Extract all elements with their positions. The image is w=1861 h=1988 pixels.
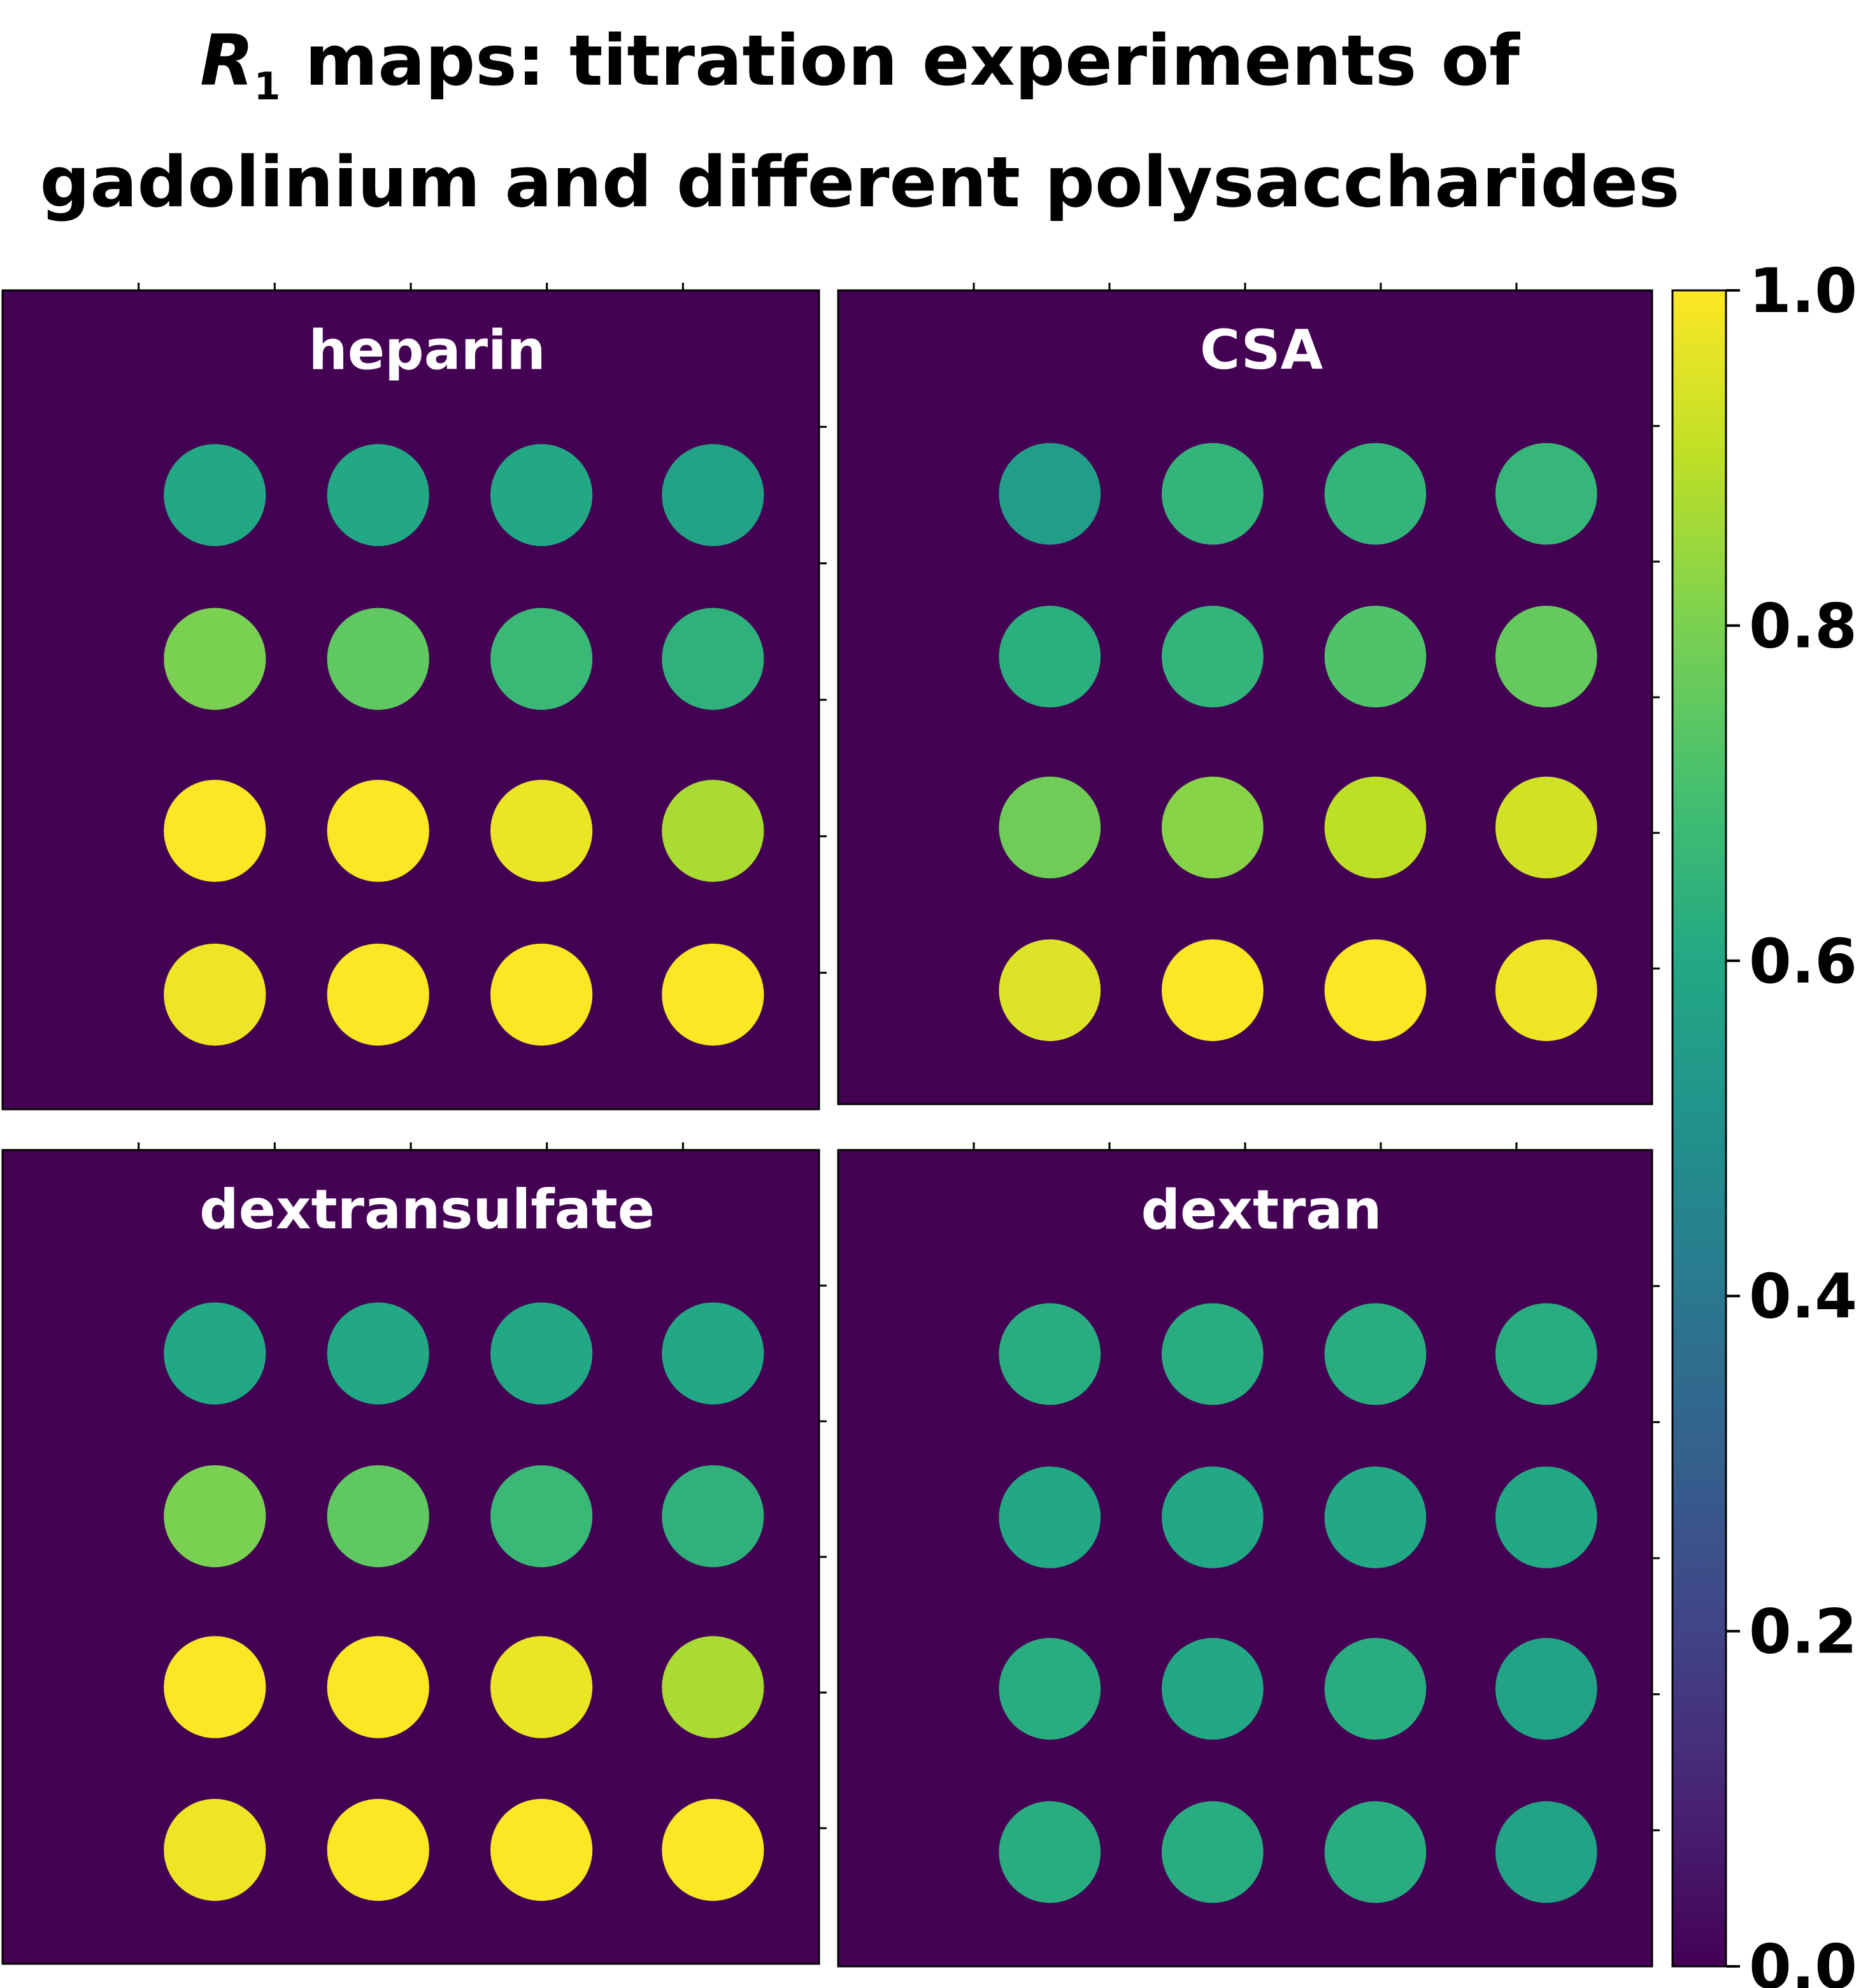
sample-spot — [490, 1302, 593, 1405]
sample-spot — [1324, 939, 1427, 1041]
sample-spot — [999, 939, 1101, 1041]
colorbar-tick-label: 0.6 — [1749, 926, 1857, 997]
sample-spot — [164, 444, 266, 546]
sample-spot — [1495, 1303, 1597, 1405]
sample-spot — [490, 1798, 593, 1901]
panels-layer: heparin CSA dextransulfate dextran — [1, 283, 1660, 1968]
sample-spot — [164, 1798, 266, 1901]
title-line-1-text: maps: titration experiments of — [280, 20, 1520, 101]
sample-spot — [164, 779, 266, 882]
colorbar-tick-label: 0.4 — [1749, 1261, 1857, 1332]
colorbar-tick-label: 0.2 — [1749, 1596, 1857, 1668]
sample-spot — [999, 776, 1101, 879]
sample-spot — [999, 443, 1101, 545]
colorbar-tick-label: 0.0 — [1749, 1931, 1857, 1988]
panel-dextransulfate: dextransulfate — [1, 1142, 827, 1965]
sample-spot — [164, 1465, 266, 1568]
colorbar-tick-label: 0.8 — [1749, 590, 1857, 662]
title-line-2: gadolinium and different polysaccharides — [39, 141, 1680, 223]
sample-spot — [1495, 776, 1597, 879]
panel-label: dextran — [1141, 1178, 1381, 1242]
sample-spot — [164, 943, 266, 1046]
sample-spot — [490, 607, 593, 710]
sample-spot — [1162, 1466, 1264, 1568]
panel-heparin: heparin — [1, 283, 827, 1111]
panel-label: heparin — [309, 319, 546, 383]
sample-spot — [327, 1636, 429, 1738]
sample-spot — [1162, 1303, 1264, 1405]
colorbar-tick-label: 1.0 — [1749, 255, 1857, 327]
title-subscript: 1 — [253, 64, 281, 109]
sample-spot — [490, 1465, 593, 1568]
sample-spot — [490, 444, 593, 546]
sample-spot — [999, 1466, 1101, 1568]
sample-spot — [999, 1303, 1101, 1405]
sample-spot — [327, 1465, 429, 1568]
colorbar: 0.0 0.2 0.4 0.6 0.8 1.0 — [1671, 255, 1857, 1988]
sample-spot — [1324, 776, 1427, 879]
sample-spot — [1162, 776, 1264, 879]
sample-spot — [662, 607, 764, 710]
sample-spot — [490, 779, 593, 882]
panel-csa: CSA — [837, 283, 1660, 1105]
title-symbol: R — [199, 20, 254, 101]
sample-spot — [1495, 1466, 1597, 1568]
sample-spot — [662, 444, 764, 546]
sample-spot — [1324, 606, 1427, 707]
sample-spot — [327, 444, 429, 546]
sample-spot — [1324, 1801, 1427, 1903]
sample-spot — [662, 1798, 764, 1901]
sample-spot — [490, 1636, 593, 1738]
sample-spot — [662, 1302, 764, 1405]
sample-spot — [327, 1798, 429, 1901]
sample-spot — [1324, 1303, 1427, 1405]
sample-spot — [1324, 1466, 1427, 1568]
panel-label: dextransulfate — [199, 1178, 655, 1242]
title-line-1: R1 maps: titration experiments of — [0, 13, 1720, 134]
sample-spot — [327, 607, 429, 710]
sample-spot — [1324, 1638, 1427, 1740]
sample-spot — [1162, 939, 1264, 1041]
panel-dextran: dextran — [837, 1142, 1660, 1968]
sample-spot — [164, 1302, 266, 1405]
sample-spot — [1495, 1801, 1597, 1903]
sample-spot — [999, 606, 1101, 707]
sample-spot — [164, 1636, 266, 1738]
sample-spot — [1162, 443, 1264, 545]
sample-spot — [490, 943, 593, 1046]
sample-spot — [999, 1638, 1101, 1740]
sample-spot — [327, 779, 429, 882]
sample-spot — [1162, 1801, 1264, 1903]
panel-label: CSA — [1200, 318, 1323, 382]
figure-title: R1 maps: titration experiments of gadoli… — [0, 13, 1720, 230]
sample-spot — [662, 1465, 764, 1568]
sample-spot — [1495, 939, 1597, 1041]
sample-spot — [327, 943, 429, 1046]
sample-spot — [327, 1302, 429, 1405]
sample-spot — [1324, 443, 1427, 545]
colorbar-gradient — [1671, 289, 1727, 1968]
sample-spot — [662, 943, 764, 1046]
sample-spot — [662, 779, 764, 882]
sample-spot — [1495, 443, 1597, 545]
sample-spot — [999, 1801, 1101, 1903]
sample-spot — [1495, 606, 1597, 707]
sample-spot — [1162, 1638, 1264, 1740]
sample-spot — [164, 607, 266, 710]
sample-spot — [1162, 606, 1264, 707]
sample-spot — [1495, 1638, 1597, 1740]
sample-spot — [662, 1636, 764, 1738]
